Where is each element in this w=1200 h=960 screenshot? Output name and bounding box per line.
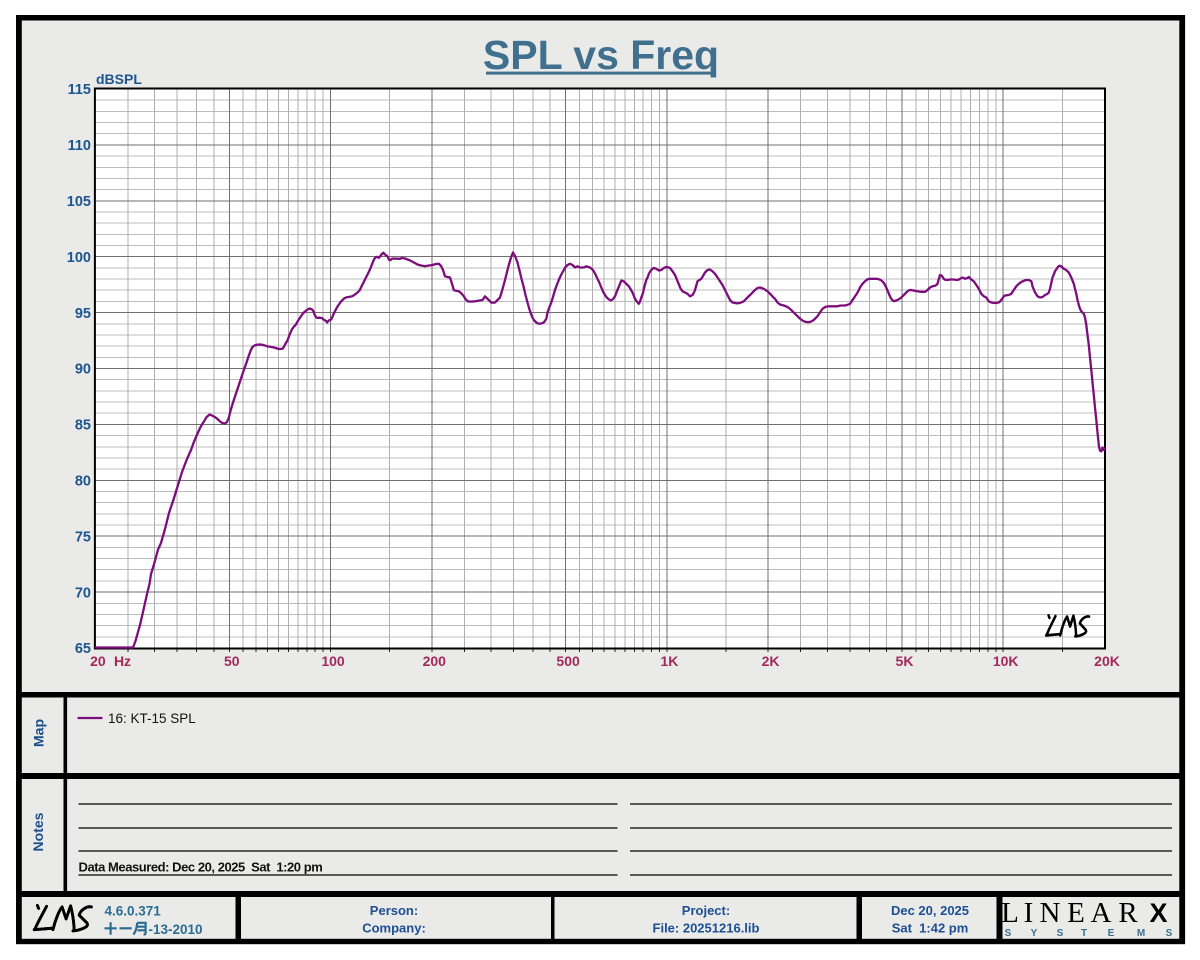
svg-text:Map: Map bbox=[31, 719, 47, 747]
svg-text:500: 500 bbox=[556, 653, 580, 669]
svg-text:S: S bbox=[1166, 928, 1173, 939]
svg-text:R: R bbox=[1118, 897, 1138, 929]
svg-text:Project:: Project: bbox=[682, 903, 730, 918]
svg-text:SPL vs Freq: SPL vs Freq bbox=[483, 32, 719, 78]
svg-text:M: M bbox=[1137, 928, 1145, 939]
svg-text:I: I bbox=[1024, 897, 1034, 929]
svg-text:105: 105 bbox=[67, 194, 91, 210]
svg-text:50: 50 bbox=[224, 653, 240, 669]
svg-text:Notes: Notes bbox=[30, 812, 46, 851]
svg-text:20: 20 bbox=[90, 653, 106, 669]
svg-text:100: 100 bbox=[67, 250, 91, 266]
svg-text:File: 20251216.lib: File: 20251216.lib bbox=[653, 921, 760, 936]
svg-text:16: KT-15 SPL: 16: KT-15 SPL bbox=[108, 711, 196, 726]
svg-text:N: N bbox=[1040, 897, 1061, 929]
svg-text:Sat 1:42 pm: Sat 1:42 pm bbox=[892, 921, 969, 936]
svg-text:A: A bbox=[1091, 897, 1112, 929]
svg-text:X: X bbox=[1149, 898, 1167, 928]
svg-text:115: 115 bbox=[68, 82, 91, 98]
svg-text:E: E bbox=[1108, 928, 1115, 939]
svg-text:20K: 20K bbox=[1094, 653, 1120, 669]
svg-text:Dec 20, 2025: Dec 20, 2025 bbox=[891, 903, 969, 918]
svg-text:110: 110 bbox=[68, 138, 91, 154]
svg-text:95: 95 bbox=[75, 306, 91, 322]
svg-text:1K: 1K bbox=[660, 653, 678, 669]
svg-text:Y: Y bbox=[1031, 928, 1038, 939]
svg-text:S: S bbox=[1005, 928, 1012, 939]
svg-text:Hz: Hz bbox=[114, 653, 131, 669]
svg-text:4.6.0.371: 4.6.0.371 bbox=[105, 904, 162, 919]
svg-text:E: E bbox=[1067, 897, 1085, 929]
svg-text:90: 90 bbox=[75, 362, 91, 378]
svg-text:T: T bbox=[1081, 928, 1087, 939]
svg-text:5K: 5K bbox=[896, 653, 914, 669]
svg-text:75: 75 bbox=[75, 529, 91, 545]
svg-text:65: 65 bbox=[75, 641, 91, 657]
svg-text:Company:: Company: bbox=[362, 921, 426, 936]
svg-text:dBSPL: dBSPL bbox=[96, 71, 142, 87]
svg-text:200: 200 bbox=[423, 653, 447, 669]
svg-text:Data Measured: Dec 20, 2025 S: Data Measured: Dec 20, 2025 Sat 1:20 pm bbox=[79, 860, 323, 875]
svg-text:L: L bbox=[1001, 897, 1019, 929]
svg-text:-13-2010: -13-2010 bbox=[149, 922, 203, 937]
svg-text:70: 70 bbox=[75, 585, 91, 601]
svg-text:10K: 10K bbox=[993, 653, 1019, 669]
svg-text:100: 100 bbox=[321, 653, 345, 669]
svg-text:2K: 2K bbox=[762, 653, 780, 669]
svg-text:80: 80 bbox=[75, 474, 91, 490]
svg-text:Person:: Person: bbox=[370, 903, 418, 918]
svg-text:S: S bbox=[1057, 928, 1064, 939]
svg-text:85: 85 bbox=[75, 418, 91, 434]
